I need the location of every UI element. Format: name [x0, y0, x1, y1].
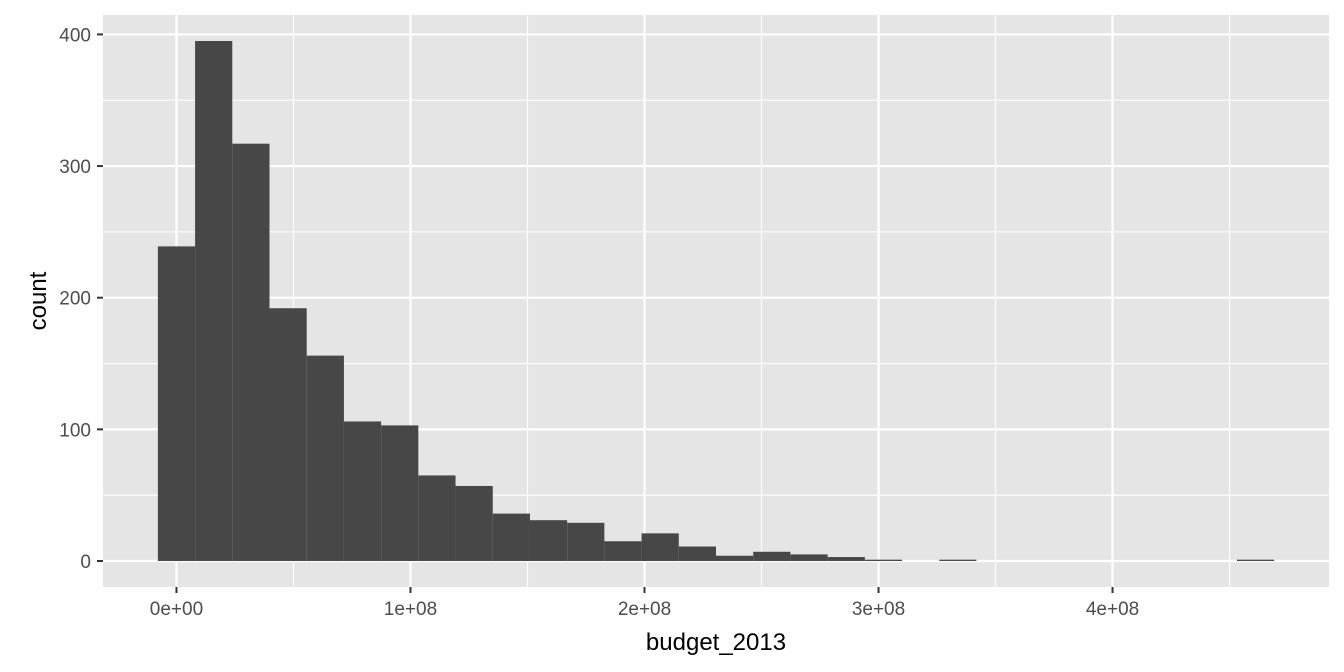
x-axis-title: budget_2013 — [646, 629, 786, 656]
y-tick-label: 100 — [59, 420, 91, 441]
histogram-bar — [790, 554, 828, 561]
y-axis-title: count — [25, 271, 52, 330]
y-axis: 0 100 200 300 400 — [59, 25, 103, 573]
histogram-bar — [157, 246, 196, 561]
histogram-bar — [678, 546, 716, 561]
y-tick-label: 200 — [59, 289, 91, 310]
histogram-bar — [306, 355, 344, 561]
histogram-bar — [529, 520, 568, 561]
histogram-bar — [492, 513, 530, 561]
x-tick-label: 4e+08 — [1086, 599, 1139, 620]
histogram-bar — [269, 308, 307, 561]
y-tick-label: 400 — [59, 25, 91, 46]
histogram-bar — [827, 557, 865, 561]
histogram-bar — [604, 541, 642, 561]
histogram-bar — [195, 41, 233, 561]
x-tick-label: 1e+08 — [384, 599, 437, 620]
minor-gridlines — [103, 15, 1329, 587]
x-tick-label: 0e+00 — [150, 599, 203, 620]
histogram-bar — [381, 425, 419, 561]
histogram-bar — [939, 559, 977, 561]
histogram-bar — [418, 475, 456, 561]
histogram-bar — [343, 421, 382, 561]
x-tick-label: 2e+08 — [618, 599, 671, 620]
y-tick-label: 0 — [80, 552, 91, 573]
histogram-bar — [455, 485, 493, 561]
histogram-bars — [157, 41, 1275, 562]
x-axis: 0e+00 1e+08 2e+08 3e+08 4e+08 — [150, 587, 1139, 620]
histogram-bar — [864, 559, 903, 561]
histogram-bar — [716, 555, 754, 561]
y-tick-label: 300 — [59, 157, 91, 178]
histogram-bar — [641, 533, 679, 561]
histogram-bar — [232, 143, 270, 562]
histogram-bar — [567, 522, 605, 561]
histogram-bar — [753, 551, 791, 561]
x-tick-label: 3e+08 — [852, 599, 905, 620]
histogram-bar — [1236, 559, 1275, 561]
